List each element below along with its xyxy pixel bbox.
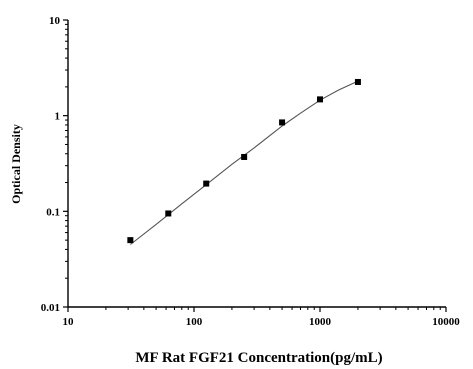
y-axis-title: Optical Density (9, 124, 23, 204)
x-tick-label: 10 (63, 316, 75, 328)
data-point (354, 78, 361, 85)
data-point (203, 180, 210, 187)
fit-curve-group (130, 80, 359, 245)
y-tick-label: 0.1 (46, 206, 60, 218)
x-tick-label: 10000 (432, 316, 460, 328)
x-axis-title: MF Rat FGF21 Concentration(pg/mL) (135, 350, 382, 366)
data-point (127, 237, 134, 244)
y-tick-label: 10 (49, 15, 61, 27)
y-tick-label: 0.01 (41, 302, 60, 314)
x-tick-label: 1000 (309, 316, 332, 328)
data-points-group (127, 78, 361, 244)
x-tick-label: 100 (186, 316, 203, 328)
data-point (241, 153, 248, 160)
data-point (165, 210, 172, 217)
y-axis-ticks: 0.01 0.1 1 10 (41, 15, 68, 314)
y-tick-label: 1 (55, 111, 61, 123)
data-point (279, 119, 286, 126)
fit-curve (130, 80, 359, 245)
x-axis-ticks: 10 100 1000 10000 (63, 307, 460, 328)
data-point (317, 96, 323, 103)
axes (67, 20, 446, 308)
